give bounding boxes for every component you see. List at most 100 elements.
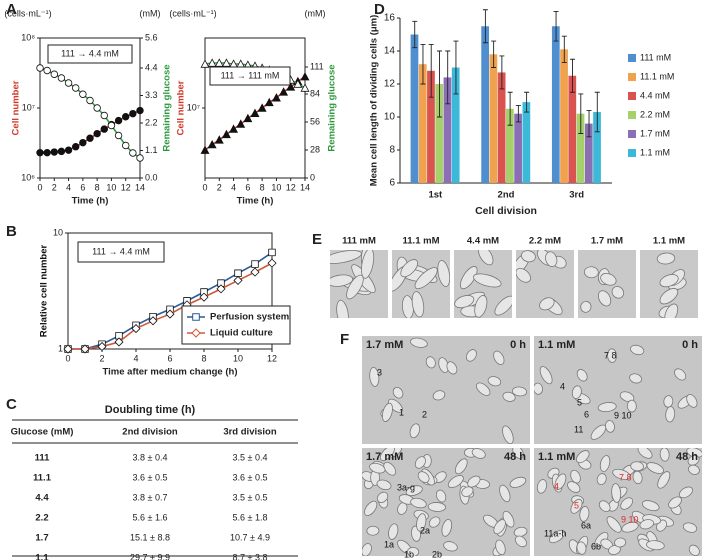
- micrograph-cells: [536, 448, 702, 556]
- marker: [148, 316, 158, 326]
- bar: [427, 70, 435, 183]
- error-bar: [578, 93, 584, 134]
- cell-shape: [626, 399, 637, 413]
- cell-shape: [539, 297, 555, 311]
- legend-swatch: [628, 149, 636, 157]
- cell-shape: [686, 394, 698, 408]
- x-tick-label: 4: [133, 353, 138, 363]
- legend-label: 11.1 mM: [640, 71, 674, 81]
- micrograph-label: 1.1 mM: [653, 236, 685, 247]
- cell-shape: [493, 350, 505, 365]
- cell-shape: [576, 369, 588, 382]
- x-tick-label: 12: [267, 353, 277, 363]
- cell-shape: [659, 274, 679, 288]
- marker: [57, 147, 66, 156]
- panel-label: C: [6, 396, 17, 413]
- micrograph-cells: [392, 256, 450, 318]
- micrograph-cells: [369, 337, 528, 444]
- condition-label: 1.1 mM: [538, 339, 575, 351]
- error-bar: [594, 91, 600, 133]
- cell-shape: [571, 385, 582, 399]
- y-axis-label: Cell number: [11, 80, 22, 135]
- cell-label: 5: [577, 397, 582, 407]
- cell-shape: [361, 250, 375, 279]
- cell-shape: [493, 519, 506, 535]
- bar: [497, 72, 506, 183]
- x-tick-label: 6: [80, 182, 85, 192]
- micrograph-cells: [330, 250, 376, 318]
- micrograph-label: 2.2 mM: [529, 236, 561, 247]
- error-bar: [445, 50, 451, 105]
- cell-shape: [611, 286, 625, 299]
- cell-shape: [664, 303, 679, 318]
- x-tick-label: 2nd: [498, 190, 515, 201]
- error-bar: [491, 40, 497, 68]
- micrograph-cells: [534, 344, 698, 440]
- cell-label: 3: [377, 367, 382, 377]
- cell-shape: [362, 543, 372, 556]
- marker: [79, 90, 87, 98]
- cell-label: 1b: [404, 549, 414, 559]
- cell-shape: [417, 471, 430, 483]
- cell-shape: [600, 272, 617, 286]
- cell-shape: [646, 462, 664, 474]
- x-tick-label: 6: [245, 182, 250, 192]
- bar: [451, 67, 460, 183]
- panel-label: D: [374, 1, 385, 18]
- cell-shape: [330, 274, 354, 287]
- time-label: 0 h: [682, 339, 698, 351]
- marker: [50, 70, 58, 78]
- y-tick-label: 10: [384, 112, 396, 123]
- cell-shape: [570, 469, 581, 484]
- table-cell: 5.6 ± 1.8: [233, 512, 268, 522]
- x-tick-label: 14: [135, 182, 145, 192]
- cell-shape: [475, 382, 491, 396]
- marker: [136, 106, 144, 115]
- bar: [410, 34, 419, 183]
- marker: [279, 87, 289, 96]
- cell-shape: [665, 406, 676, 423]
- marker: [72, 84, 80, 92]
- marker: [114, 131, 123, 140]
- y-tick-label: 8: [389, 145, 395, 156]
- x-tick-label: 10: [233, 353, 243, 363]
- marker: [122, 113, 130, 121]
- table-cell: 4.4: [35, 493, 49, 504]
- marker: [243, 113, 253, 123]
- marker: [250, 108, 260, 118]
- cell-shape: [425, 356, 436, 369]
- cell-label: 11: [574, 424, 583, 434]
- y-axis-label: Relative cell number: [39, 245, 50, 338]
- error-bar: [515, 105, 521, 123]
- cell-shape: [579, 506, 590, 522]
- table-header: 2nd division: [122, 427, 178, 438]
- cell-shape: [494, 295, 512, 316]
- legend-label: 4.4 mM: [640, 90, 670, 100]
- marker: [129, 149, 137, 157]
- legend-label: 1.7 mM: [640, 128, 670, 138]
- cell-shape: [549, 529, 566, 544]
- cell-shape: [495, 539, 506, 556]
- cell-shape: [656, 252, 676, 265]
- legend-swatch: [628, 111, 636, 119]
- y2-tick-label: 56: [310, 116, 320, 126]
- cell-shape: [410, 497, 427, 509]
- cell-shape: [437, 260, 450, 287]
- cell-shape: [511, 386, 528, 397]
- x-tick-label: 4: [66, 182, 71, 192]
- cell-shape: [576, 541, 587, 555]
- marker: [43, 148, 51, 157]
- marker: [43, 66, 51, 75]
- y2-tick-label: 0.0: [145, 172, 158, 182]
- y-tick-label: 10⁷: [22, 102, 35, 112]
- marker: [107, 121, 116, 130]
- bar: [506, 108, 514, 183]
- cell-shape: [446, 361, 458, 375]
- bar: [443, 77, 452, 183]
- cell-label: 6a: [581, 520, 591, 530]
- legend-label: 2.2 mM: [640, 109, 670, 119]
- y-tick-label: 10: [53, 227, 63, 237]
- cell-shape: [521, 250, 536, 263]
- marker: [57, 74, 66, 82]
- error-bar: [586, 109, 592, 138]
